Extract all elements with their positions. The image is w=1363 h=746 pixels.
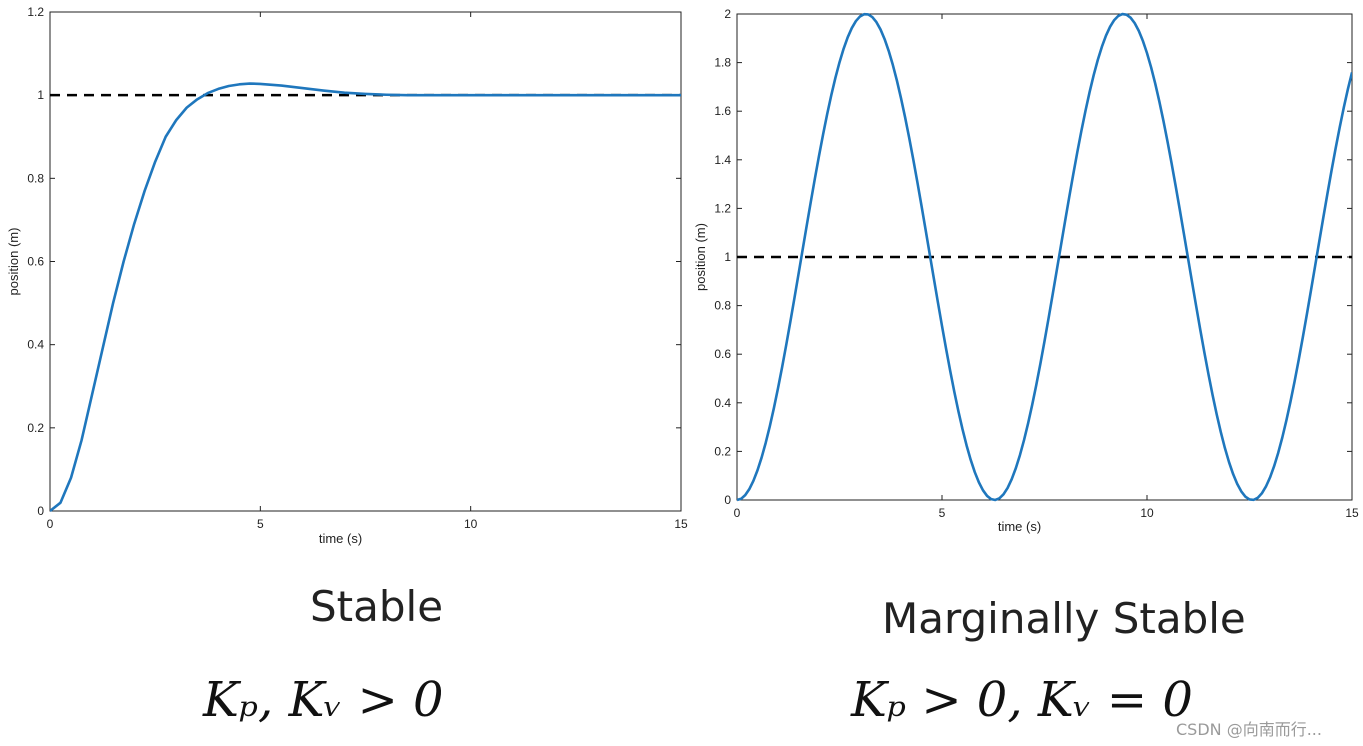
y-tick-label: 2 bbox=[724, 7, 731, 21]
x-tick-label: 15 bbox=[674, 517, 688, 531]
x-axis-label: time (s) bbox=[319, 531, 362, 546]
x-tick-label: 5 bbox=[257, 517, 264, 531]
watermark: CSDN @向南而行... bbox=[1176, 720, 1322, 739]
y-tick-label: 0.2 bbox=[714, 444, 731, 458]
series-line bbox=[737, 12, 1352, 502]
y-tick-label: 0.2 bbox=[27, 421, 44, 435]
x-axis-label: time (s) bbox=[998, 519, 1041, 534]
y-tick-label: 1.2 bbox=[714, 201, 731, 215]
y-tick-label: 1 bbox=[724, 250, 731, 264]
stable-chart: 0 0.2 0.4 0.6 0.8 1 1.2 0 5 10 15 time (s) position … bbox=[6, 5, 688, 546]
y-tick-label: 0.4 bbox=[27, 338, 44, 352]
x-tick-label: 10 bbox=[1140, 506, 1154, 520]
y-tick-label: 1.2 bbox=[27, 5, 44, 19]
x-tick-label: 5 bbox=[939, 506, 946, 520]
stable-formula: Kₚ, Kᵥ > 0 bbox=[203, 672, 444, 728]
marginally-stable-formula: Kₚ > 0, Kᵥ = 0 bbox=[851, 672, 1193, 728]
y-axis-label: position (m) bbox=[6, 228, 21, 296]
y-tick-label: 1.8 bbox=[714, 56, 731, 70]
y-axis-label: position (m) bbox=[693, 223, 708, 291]
plot-frame bbox=[49, 11, 682, 512]
y-tick-label: 0 bbox=[724, 493, 731, 507]
y-tick-label: 0.8 bbox=[27, 171, 44, 185]
y-tick-label: 1.4 bbox=[714, 153, 731, 167]
stable-caption: Stable bbox=[310, 582, 444, 631]
x-tick-label: 0 bbox=[47, 517, 54, 531]
x-tick-label: 0 bbox=[734, 506, 741, 520]
series-line bbox=[50, 82, 681, 513]
y-tick-label: 0.6 bbox=[27, 255, 44, 269]
y-tick-label: 0.6 bbox=[714, 347, 731, 361]
marginally-stable-chart: 0 0.2 0.4 0.6 0.8 1 1.2 1.4 1.6 1.8 2 0 5 10 15 time (s… bbox=[693, 7, 1359, 534]
y-tick-label: 1.6 bbox=[714, 104, 731, 118]
x-tick-label: 15 bbox=[1345, 506, 1359, 520]
y-tick-label: 0.8 bbox=[714, 299, 731, 313]
y-tick-label: 1 bbox=[37, 88, 44, 102]
y-tick-label: 0.4 bbox=[714, 396, 731, 410]
y-tick-label: 0 bbox=[37, 504, 44, 518]
marginally-stable-caption: Marginally Stable bbox=[882, 594, 1246, 643]
x-tick-label: 10 bbox=[464, 517, 478, 531]
